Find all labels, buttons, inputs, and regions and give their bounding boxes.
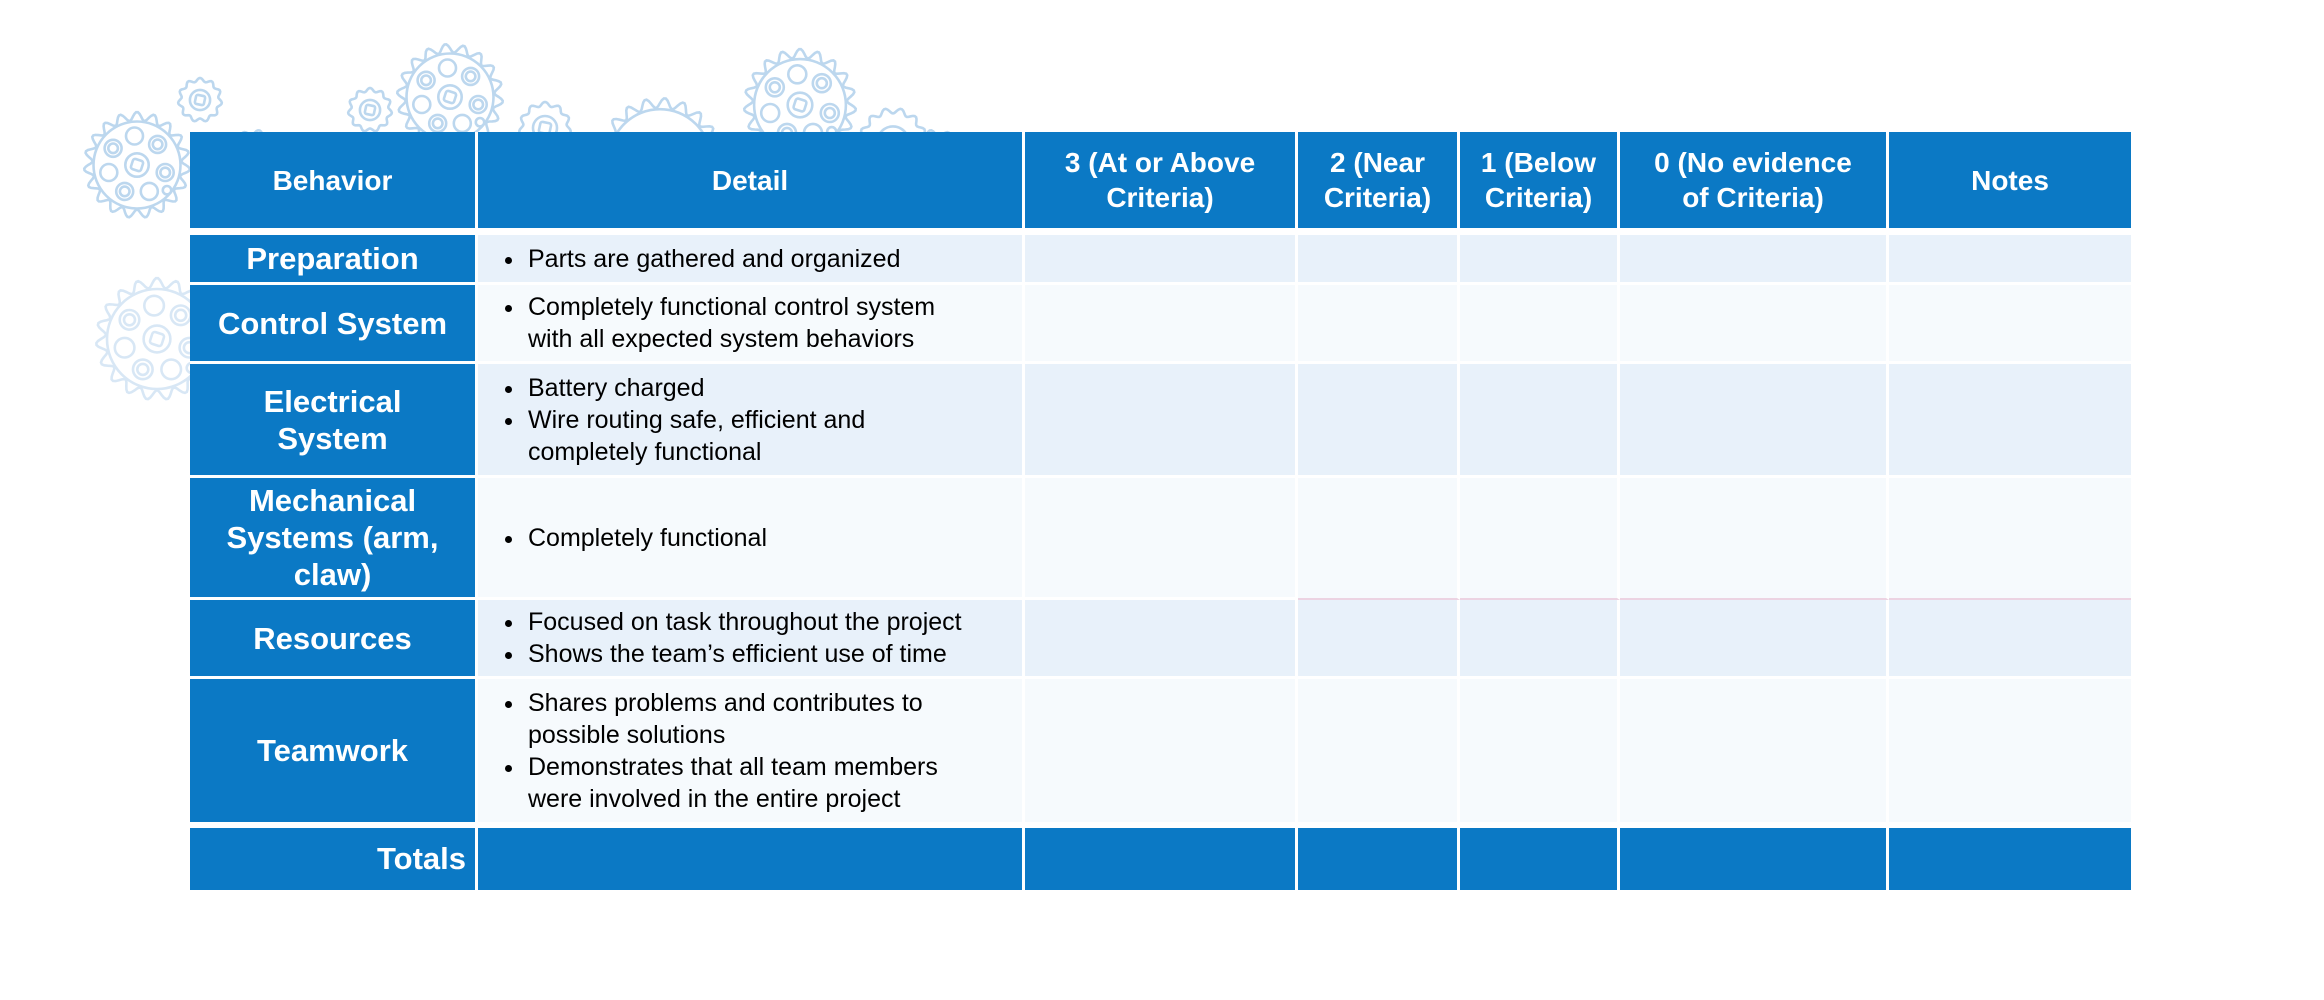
score-cell-score-3 [1025,478,1298,600]
score-cell-score-2 [1298,600,1460,679]
detail-bullet: Focused on task throughout the project [526,606,978,638]
totals-row: Totals [190,828,2131,893]
rubric-row: Mechanical Systems (arm, claw) Completely… [190,478,2131,600]
score-cell-score-1 [1460,679,1620,828]
detail-bullet: Completely functional [526,522,978,554]
notes-cell [1889,364,2131,478]
score-cell-score-1 [1460,235,1620,285]
rubric-row: Control System Completely functional cont… [190,285,2131,364]
detail-cell: Completely functional control system wit… [478,285,1025,364]
score-cell-score-1 [1460,364,1620,478]
score-cell-score-1 [1460,285,1620,364]
detail-bullet: Wire routing safe, efficient and complet… [526,404,978,468]
score-cell-score-0 [1620,478,1889,600]
detail-bullet-list: Completely functional [496,522,978,554]
detail-bullet: Parts are gathered and organized [526,243,978,275]
notes-cell [1889,478,2131,600]
totals-cell [1620,828,1889,893]
behavior-label: Resources [190,600,478,679]
detail-cell: Shares problems and contributes to possi… [478,679,1025,828]
detail-cell: Parts are gathered and organized [478,235,1025,285]
score-cell-score-0 [1620,235,1889,285]
detail-bullet: Battery charged [526,372,978,404]
behavior-label: Electrical System [190,364,478,478]
score-cell-score-3 [1025,679,1298,828]
score-cell-score-2 [1298,235,1460,285]
rubric-row: Teamwork Shares problems and contributes … [190,679,2131,828]
column-header-score-0: 0 (No evidence of Criteria) [1620,132,1889,235]
rubric-row: Resources Focused on task throughout the … [190,600,2131,679]
gear-icon [176,76,224,123]
score-cell-score-2 [1298,285,1460,364]
totals-cell [1460,828,1620,893]
detail-cell: Completely functional [478,478,1025,600]
score-cell-score-1 [1460,600,1620,679]
score-cell-score-0 [1620,600,1889,679]
score-cell-score-3 [1025,364,1298,478]
rubric-row: Preparation Parts are gathered and organi… [190,235,2131,285]
detail-bullet-list: Battery chargedWire routing safe, effici… [496,372,978,468]
score-cell-score-3 [1025,285,1298,364]
column-header-score-1: 1 (Below Criteria) [1460,132,1620,235]
detail-bullet: Demonstrates that all team members were … [526,751,978,815]
table-header: Behavior Detail 3 (At or Above Criteria) 2 … [190,132,2131,235]
gear-icon [82,110,192,219]
behavior-label: Control System [190,285,478,364]
gear-icon [95,276,219,401]
detail-bullet-list: Shares problems and contributes to possi… [496,687,978,815]
column-header-score-3: 3 (At or Above Criteria) [1025,132,1298,235]
column-header-detail: Detail [478,132,1025,235]
score-cell-score-2 [1298,364,1460,478]
column-header-score-2: 2 (Near Criteria) [1298,132,1460,235]
column-header-behavior: Behavior [190,132,478,235]
score-cell-score-2 [1298,478,1460,600]
header-row: Behavior Detail 3 (At or Above Criteria) 2 … [190,132,2131,235]
notes-cell [1889,235,2131,285]
detail-cell: Focused on task throughout the projectSh… [478,600,1025,679]
notes-cell [1889,285,2131,364]
score-cell-score-0 [1620,285,1889,364]
detail-bullet-list: Focused on task throughout the projectSh… [496,606,978,670]
score-cell-score-0 [1620,679,1889,828]
notes-cell [1889,679,2131,828]
score-cell-score-1 [1460,478,1620,600]
column-header-notes: Notes [1889,132,2131,235]
detail-bullet-list: Parts are gathered and organized [496,243,978,275]
behavior-label: Teamwork [190,679,478,828]
score-cell-score-3 [1025,235,1298,285]
score-cell-score-2 [1298,679,1460,828]
totals-cell [1025,828,1298,893]
totals-label: Totals [190,828,478,893]
gear-icon [346,86,394,133]
notes-cell [1889,600,2131,679]
totals-cell [1889,828,2131,893]
behavior-label: Preparation [190,235,478,285]
totals-cell [478,828,1025,893]
rubric-row: Electrical SystemBattery chargedWire rou… [190,364,2131,478]
behavior-label: Mechanical Systems (arm, claw) [190,478,478,600]
detail-bullet: Shows the team’s efficient use of time [526,638,978,670]
detail-cell: Battery chargedWire routing safe, effici… [478,364,1025,478]
score-cell-score-0 [1620,364,1889,478]
detail-bullet-list: Completely functional control system wit… [496,291,978,355]
detail-bullet: Shares problems and contributes to possi… [526,687,978,751]
totals-cell [1298,828,1460,893]
detail-bullet: Completely functional control system wit… [526,291,978,355]
rubric-table: Behavior Detail 3 (At or Above Criteria) 2 … [190,132,2131,893]
score-cell-score-3 [1025,600,1298,679]
